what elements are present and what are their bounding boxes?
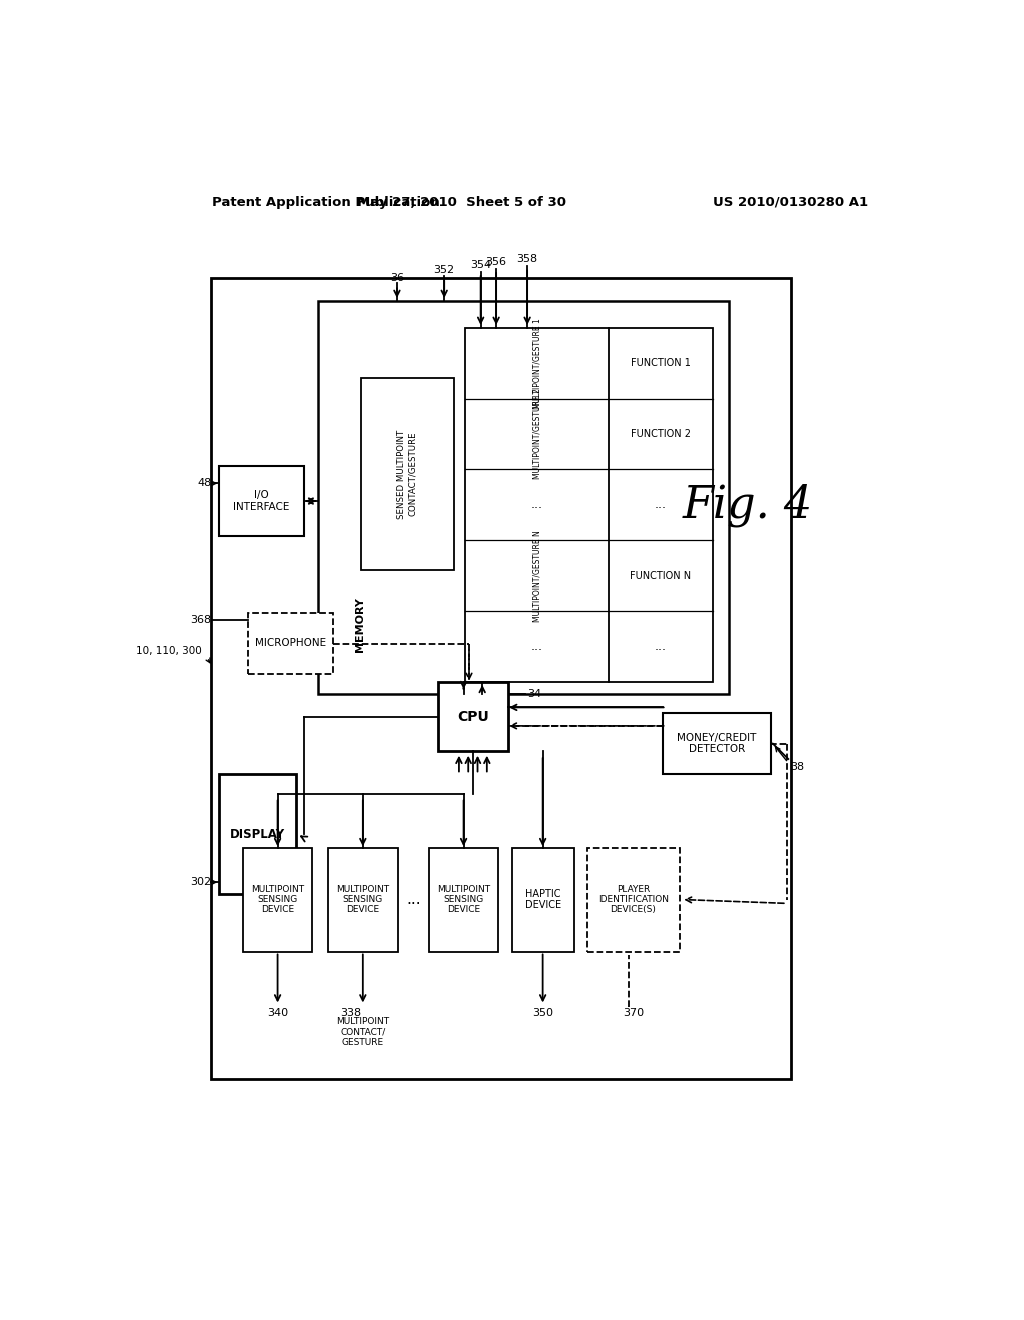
Bar: [317, 301, 729, 693]
Bar: [360, 378, 454, 570]
Bar: [429, 847, 499, 952]
Text: 302: 302: [189, 878, 211, 887]
Text: ...: ...: [406, 892, 421, 907]
Text: Patent Application Publication: Patent Application Publication: [212, 195, 439, 209]
Text: MICROPHONE: MICROPHONE: [255, 639, 327, 648]
Text: MULTIPOINT/GESTURE N: MULTIPOINT/GESTURE N: [532, 529, 542, 622]
Bar: [243, 847, 312, 952]
Text: MULTIPOINT
CONTACT/
GESTURE: MULTIPOINT CONTACT/ GESTURE: [336, 1018, 389, 1047]
Text: ...: ...: [654, 499, 667, 511]
Text: 36: 36: [390, 273, 403, 282]
Text: MONEY/CREDIT
DETECTOR: MONEY/CREDIT DETECTOR: [677, 733, 757, 755]
Bar: [512, 847, 573, 952]
Text: 340: 340: [267, 1008, 288, 1018]
Text: HAPTIC
DEVICE: HAPTIC DEVICE: [524, 888, 561, 911]
Bar: [438, 682, 508, 751]
Text: FUNCTION 2: FUNCTION 2: [631, 429, 691, 440]
Bar: [219, 775, 296, 894]
Text: FUNCTION 1: FUNCTION 1: [631, 358, 691, 368]
Text: SENSED MULTIPOINT
CONTACT/GESTURE: SENSED MULTIPOINT CONTACT/GESTURE: [397, 429, 417, 519]
Text: 370: 370: [623, 1008, 644, 1018]
Bar: [328, 847, 397, 952]
Text: 38: 38: [791, 762, 805, 772]
Text: MULTIPOINT/GESTURE 2: MULTIPOINT/GESTURE 2: [532, 388, 542, 479]
Text: ...: ...: [530, 640, 543, 653]
Text: US 2010/0130280 A1: US 2010/0130280 A1: [713, 195, 868, 209]
Text: 338: 338: [341, 1008, 361, 1018]
Text: MULTIPOINT
SENSING
DEVICE: MULTIPOINT SENSING DEVICE: [437, 884, 490, 915]
Bar: [663, 713, 771, 775]
Text: CPU: CPU: [457, 710, 488, 723]
Text: Fig. 4: Fig. 4: [683, 483, 813, 527]
Text: 48: 48: [198, 478, 212, 488]
Text: PLAYER
IDENTIFICATION
DEVICE(S): PLAYER IDENTIFICATION DEVICE(S): [598, 884, 669, 915]
Text: MULTIPOINT/GESTURE 1: MULTIPOINT/GESTURE 1: [532, 318, 542, 409]
Text: 10, 110, 300: 10, 110, 300: [136, 647, 202, 656]
Text: 356: 356: [485, 257, 507, 268]
Text: 350: 350: [532, 1008, 553, 1018]
Text: May 27, 2010  Sheet 5 of 30: May 27, 2010 Sheet 5 of 30: [356, 195, 565, 209]
Text: 354: 354: [470, 260, 492, 269]
Text: I/O
INTERFACE: I/O INTERFACE: [233, 490, 290, 512]
Text: FUNCTION N: FUNCTION N: [630, 570, 691, 581]
Text: 352: 352: [433, 265, 455, 275]
Text: 368: 368: [190, 615, 212, 626]
Text: ...: ...: [530, 499, 543, 511]
Bar: [219, 466, 304, 536]
Text: DISPLAY: DISPLAY: [229, 828, 285, 841]
Text: 34: 34: [527, 689, 542, 698]
Text: MULTIPOINT
SENSING
DEVICE: MULTIPOINT SENSING DEVICE: [251, 884, 304, 915]
Bar: [211, 277, 791, 1078]
Bar: [587, 847, 680, 952]
Bar: [465, 327, 713, 682]
Text: MULTIPOINT
SENSING
DEVICE: MULTIPOINT SENSING DEVICE: [336, 884, 389, 915]
Bar: [248, 612, 334, 675]
Text: ...: ...: [654, 640, 667, 653]
Text: MEMORY: MEMORY: [355, 597, 366, 652]
Text: 358: 358: [516, 253, 538, 264]
